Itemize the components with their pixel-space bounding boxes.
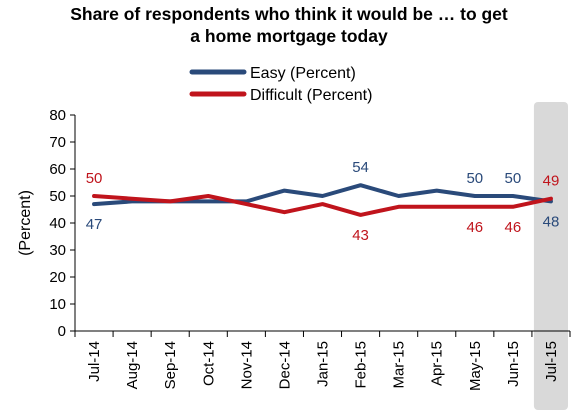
highlight-band: [533, 102, 568, 410]
data-label: 54: [352, 159, 369, 176]
y-tick-label: 70: [49, 134, 66, 151]
data-label: 46: [505, 219, 522, 236]
data-labels-layer: 47 50 54 43 50 46 50 46 48 49: [86, 159, 560, 244]
x-tick-label: Jul-15: [543, 341, 560, 382]
x-tick-label: Apr-15: [429, 341, 446, 386]
x-tick-label: Feb-15: [353, 341, 370, 389]
data-label: 50: [505, 170, 522, 187]
axes-layer: 0 10 20 30 40 50 60 70 80 (Percent) Jul-14 Aug-14 Se…: [17, 107, 571, 391]
x-tick-label: Aug-14: [124, 341, 141, 389]
x-tick-label: May-15: [467, 341, 484, 391]
data-label: 50: [86, 170, 103, 187]
x-tick-label: Sep-14: [162, 341, 179, 389]
y-tick-label: 40: [49, 215, 66, 232]
x-tick-label: Mar-15: [391, 341, 408, 389]
y-tick-label: 30: [49, 242, 66, 259]
x-tick-label: Dec-14: [276, 341, 293, 389]
x-tick-label: Jan-15: [315, 341, 332, 387]
x-tick-label: Jul-14: [86, 341, 103, 382]
y-tick-label: 80: [49, 107, 66, 124]
chart-title-line2: a home mortgage today: [190, 26, 388, 46]
legend: Easy (Percent) Difficult (Percent): [189, 65, 372, 104]
data-label: 49: [543, 173, 560, 190]
data-label: 50: [466, 170, 483, 187]
chart-title-line1: Share of respondents who think it would …: [70, 4, 508, 24]
y-tick-label: 0: [58, 323, 66, 340]
x-tick-label: Jun-15: [505, 341, 522, 387]
y-tick-label: 20: [49, 269, 66, 286]
y-tick-label: 10: [49, 296, 66, 313]
data-label: 46: [466, 219, 483, 236]
y-axis-label: (Percent): [17, 190, 34, 256]
x-tick-label: Oct-14: [200, 341, 217, 386]
legend-label: Difficult (Percent): [250, 87, 372, 104]
x-tick-label: Nov-14: [238, 341, 255, 389]
y-tick-label: 60: [49, 161, 66, 178]
y-tick-label: 50: [49, 188, 66, 205]
highlight-layer: [533, 102, 568, 410]
legend-label: Easy (Percent): [250, 65, 356, 82]
series-line-difficult: [92, 194, 553, 217]
chart-title: Share of respondents who think it would …: [0, 3, 578, 47]
data-label: 43: [352, 227, 369, 244]
data-label: 48: [543, 213, 560, 230]
data-label: 47: [86, 216, 103, 233]
series-layer: [92, 183, 553, 217]
